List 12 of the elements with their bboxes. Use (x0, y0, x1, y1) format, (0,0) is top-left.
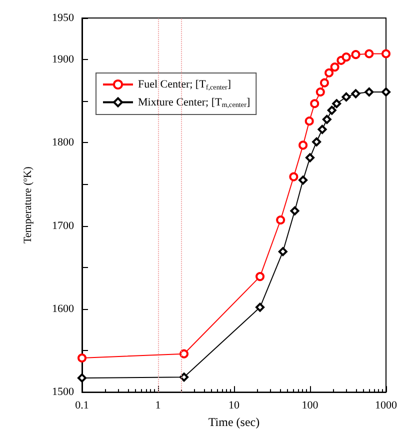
y-tick-label: 1700 (52, 220, 74, 232)
y-tick-label: 1950 (52, 12, 74, 24)
y-tick-label: 1800 (52, 136, 74, 149)
y-tick-label: 1500 (52, 386, 74, 398)
x-axis-title: Time (sec) (208, 415, 260, 429)
x-tick-label: 1 (155, 400, 161, 412)
x-tick-label: 0.1 (75, 400, 89, 412)
y-tick-label: 1900 (52, 54, 74, 66)
x-tick-label: 100 (302, 400, 319, 412)
x-tick-label: 1000 (375, 400, 398, 412)
x-tick-label: 10 (228, 400, 240, 412)
y-tick-label: 1600 (52, 302, 74, 315)
